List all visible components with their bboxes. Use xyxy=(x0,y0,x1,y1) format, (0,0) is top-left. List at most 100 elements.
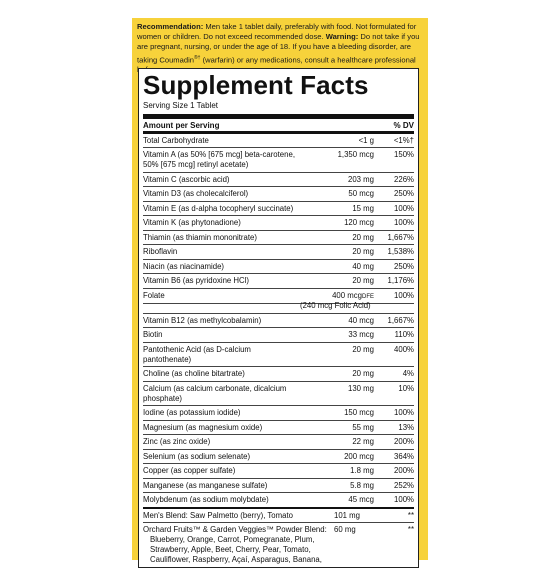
nutrient-amount: 55 mg xyxy=(352,422,374,432)
folate-amount: 400 mcg xyxy=(332,290,362,300)
table-row: Thiamin (as thiamin mononitrate) 20 mg 1,6… xyxy=(143,231,414,245)
table-row: Vitamin K (as phytonadione) 120 mcg 100% xyxy=(143,216,414,231)
warning-heading: Warning: xyxy=(325,32,359,42)
nutrient-dv: 1,538% xyxy=(387,247,414,256)
blend-amount: 101 mg xyxy=(334,510,361,520)
nutrient-name: Iodine (as potassium iodide) xyxy=(143,408,241,417)
nutrient-name: Niacin (as niacinamide) xyxy=(143,261,225,271)
nutrient-dv: 1,667% xyxy=(387,315,414,325)
nutrient-amount: 203 mg xyxy=(347,174,374,184)
nutrient-amount: 1,350 mcg xyxy=(337,150,374,159)
nutrient-dv: 250% xyxy=(394,189,414,198)
nutrient-amount: 20 mg xyxy=(352,369,374,378)
nutrient-amount: 40 mg xyxy=(352,261,374,271)
registered-mark: ®† xyxy=(194,54,201,61)
folate-folic-acid: (240 mcg Folic Acid) xyxy=(300,301,371,310)
table-row: Selenium (as sodium selenate) 200 mcg 364% xyxy=(143,450,414,464)
nutrient-amount: 20 mg xyxy=(352,344,374,354)
nutrient-dv: 4% xyxy=(402,369,414,378)
nutrient-name: Thiamin (as thiamin mononitrate) xyxy=(143,232,257,242)
table-row: Iodine (as potassium iodide) 150 mcg 100% xyxy=(143,406,414,421)
nutrient-name: Vitamin K (as phytonadione) xyxy=(143,218,241,227)
nutrient-name: Pantothenic Acid (as D-calcium pantothen… xyxy=(143,344,251,364)
amount-header: Amount per Serving xyxy=(143,121,220,130)
nutrient-dv: 100% xyxy=(394,495,414,504)
nutrient-name: Vitamin B6 (as pyridoxine HCl) xyxy=(143,276,250,285)
nutrient-dv: 252% xyxy=(394,480,414,490)
table-row: Copper (as copper sulfate) 1.8 mg 200% xyxy=(143,464,414,479)
nutrient-dv: 400% xyxy=(394,344,414,354)
nutrient-amount: 150 mcg xyxy=(344,408,374,417)
nutrient-amount: 40 mcg xyxy=(348,315,374,325)
table-row: Niacin (as niacinamide) 40 mg 250% xyxy=(143,260,414,274)
nutrient-amount: 22 mg xyxy=(352,437,374,446)
nutrient-rows-2: Vitamin B12 (as methylcobalamin) 40 mcg 1,… xyxy=(143,314,414,509)
nutrient-name: Choline (as choline bitartrate) xyxy=(143,369,245,378)
blend-dv: ** xyxy=(407,510,414,520)
table-row-mens-blend: Men's Blend: Saw Palmetto (berry), Tomat… xyxy=(143,509,414,523)
thick-rule xyxy=(143,114,414,119)
blend-name: Men's Blend: Saw Palmetto (berry), Tomat… xyxy=(143,510,293,520)
blend-dv: ** xyxy=(407,525,414,534)
nutrient-amount: 50 mcg xyxy=(348,189,374,198)
table-row: Vitamin E (as d-alpha tocopheryl succina… xyxy=(143,202,414,216)
table-row: Molybdenum (as sodium molybdate) 45 mcg 10… xyxy=(143,493,414,509)
nutrient-amount: 20 mg xyxy=(352,247,374,256)
nutrient-name: Vitamin D3 (as cholecalciferol) xyxy=(143,189,249,198)
table-row: Manganese (as manganese sulfate) 5.8 mg 25… xyxy=(143,479,414,493)
table-row: Vitamin A (as 50% [675 mcg] beta-caroten… xyxy=(143,148,414,173)
table-row: Pantothenic Acid (as D-calcium pantothen… xyxy=(143,343,414,367)
nutrient-name: Vitamin B12 (as methylcobalamin) xyxy=(143,315,262,325)
blend-ingredients: Blueberry, Orange, Carrot, Pomegranate, … xyxy=(150,535,322,564)
nutrient-dv: 1,176% xyxy=(387,276,414,285)
table-row: Biotin 33 mcg 110% xyxy=(143,328,414,343)
nutrient-dv: 100% xyxy=(394,203,414,213)
nutrient-amount: 45 mcg xyxy=(348,495,374,504)
nutrient-amount: 200 mcg xyxy=(344,451,374,461)
nutrient-name: Folate xyxy=(143,290,165,300)
table-row: Calcium (as calcium carbonate, dicalcium… xyxy=(143,382,414,406)
nutrient-dv: 1,667% xyxy=(387,232,414,242)
nutrient-name: Calcium (as calcium carbonate, dicalcium… xyxy=(143,383,287,403)
nutrient-name: Molybdenum (as sodium molybdate) xyxy=(143,495,269,504)
table-row: Vitamin B12 (as methylcobalamin) 40 mcg 1,… xyxy=(143,314,414,328)
nutrient-dv: 364% xyxy=(394,451,414,461)
nutrient-name: Vitamin E (as d-alpha tocopheryl succina… xyxy=(143,203,294,213)
nutrient-name: Manganese (as manganese sulfate) xyxy=(143,480,268,490)
table-row: Vitamin D3 (as cholecalciferol) 50 mcg 250… xyxy=(143,187,414,202)
nutrient-dv: 100% xyxy=(394,408,414,417)
nutrient-dv: <1%† xyxy=(393,135,414,145)
nutrient-dv: 200% xyxy=(394,437,414,446)
column-header: Amount per Serving % DV xyxy=(143,120,414,131)
table-row: Vitamin C (ascorbic acid) 203 mg 226% xyxy=(143,173,414,187)
nutrient-dv: 13% xyxy=(398,422,414,432)
nutrient-name: Total Carbohydrate xyxy=(143,135,209,145)
nutrient-amount: 130 mg xyxy=(347,383,374,393)
nutrient-name: Vitamin C (ascorbic acid) xyxy=(143,174,230,184)
table-row: Zinc (as zinc oxide) 22 mg 200% xyxy=(143,435,414,450)
nutrient-name: Selenium (as sodium selenate) xyxy=(143,451,251,461)
nutrient-name: Zinc (as zinc oxide) xyxy=(143,437,211,446)
supplement-facts-panel: Supplement Facts Serving Size 1 Tablet A… xyxy=(138,68,419,568)
nutrient-dv: 100% xyxy=(394,218,414,227)
nutrient-dv: 10% xyxy=(398,383,414,393)
table-row: Magnesium (as magnesium oxide) 55 mg 13% xyxy=(143,421,414,435)
nutrient-amount: 33 mcg xyxy=(348,330,374,339)
nutrient-dv: 150% xyxy=(394,150,414,159)
table-row-folate: Folate 400 mcgDFE 100% xyxy=(143,289,414,304)
nutrient-amount: <1 g xyxy=(358,135,374,145)
nutrient-amount: 400 mcgDFE xyxy=(300,291,374,302)
recommendation-heading: Recommendation: xyxy=(137,22,204,31)
folate-sub-spacer xyxy=(143,301,294,311)
blend-name: Orchard Fruits™ & Garden Veggies™ Powder… xyxy=(143,525,334,565)
facts-title: Supplement Facts xyxy=(143,70,369,100)
table-row: Total Carbohydrate <1 g <1%† xyxy=(143,134,414,148)
nutrient-name: Biotin xyxy=(143,330,163,339)
nutrient-amount: 5.8 mg xyxy=(350,480,374,490)
nutrient-dv: 226% xyxy=(394,174,414,184)
nutrient-amount: 20 mg xyxy=(352,232,374,242)
medium-rule xyxy=(143,131,414,134)
dv-header: % DV xyxy=(393,121,414,130)
table-row-folate-sub: (240 mcg Folic Acid) xyxy=(143,301,414,314)
table-row: Choline (as choline bitartrate) 20 mg 4% xyxy=(143,367,414,382)
